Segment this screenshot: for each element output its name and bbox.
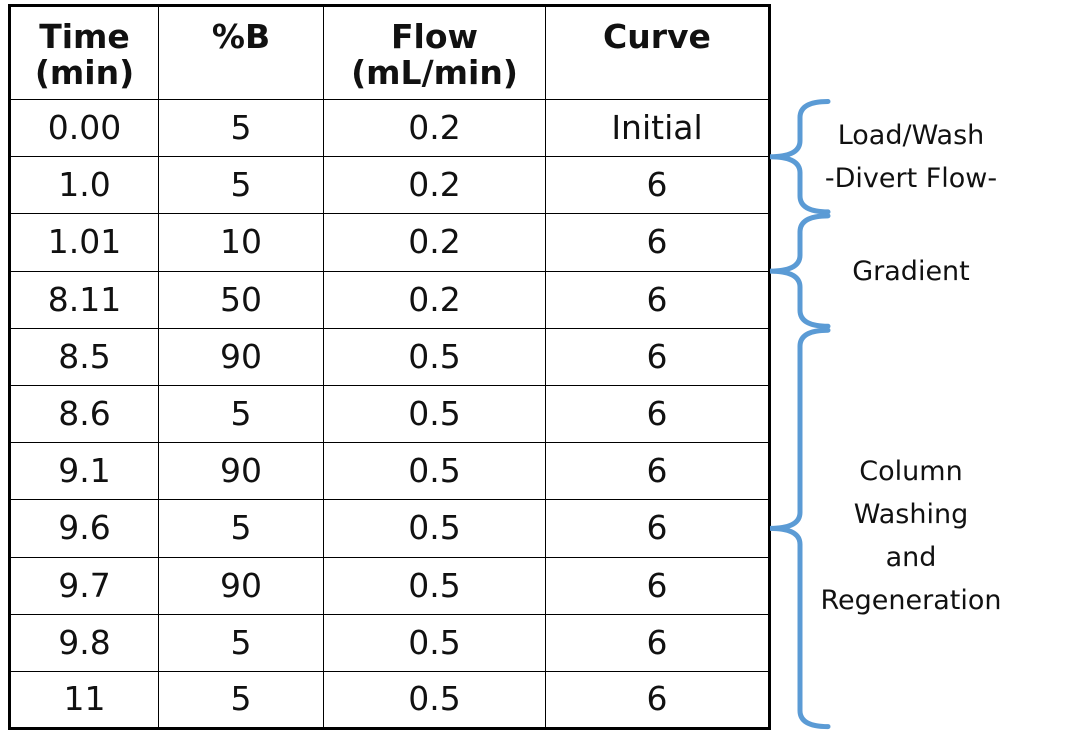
cell-flow: 0.5 <box>323 384 546 444</box>
table-row: 8.5 90 0.5 6 <box>9 327 770 386</box>
annotation-label-2: Column Washing and Regeneration <box>821 450 1002 622</box>
cell-flow: 0.2 <box>323 270 546 329</box>
annotation-label-0: Load/Wash -Divert Flow- <box>825 114 997 200</box>
table-row: 9.7 90 0.5 6 <box>9 556 770 615</box>
brace-1 <box>769 213 831 329</box>
annotation-line: Washing <box>853 499 969 531</box>
annotation-line: and <box>885 542 937 574</box>
cell-curve: Initial <box>545 98 770 158</box>
cell-flow: 0.5 <box>323 613 546 672</box>
annotation-line: Gradient <box>852 255 970 287</box>
table-row: 9.1 90 0.5 6 <box>9 442 770 501</box>
cell-time: 9.8 <box>9 613 159 672</box>
cell-percent-b: 5 <box>158 613 324 672</box>
cell-percent-b: 5 <box>158 670 324 730</box>
cell-percent-b: 90 <box>158 556 324 615</box>
table-row: 9.8 5 0.5 6 <box>9 613 770 672</box>
cell-time: 11 <box>9 670 159 730</box>
cell-curve: 6 <box>545 156 770 215</box>
cell-curve: 6 <box>545 442 770 501</box>
cell-flow: 0.2 <box>323 213 546 272</box>
annotation-line: -Divert Flow- <box>824 162 998 194</box>
header-time: Time (min) <box>9 5 159 100</box>
table-row: 8.6 5 0.5 6 <box>9 384 770 444</box>
cell-time: 8.11 <box>9 270 159 329</box>
cell-time: 9.7 <box>9 556 159 615</box>
cell-flow: 0.5 <box>323 442 546 501</box>
cell-curve: 6 <box>545 556 770 615</box>
annotation-label-1: Gradient <box>852 250 970 293</box>
cell-curve: 6 <box>545 327 770 386</box>
cell-percent-b: 90 <box>158 327 324 386</box>
cell-percent-b: 90 <box>158 442 324 501</box>
cell-flow: 0.5 <box>323 670 546 730</box>
table-row: 1.01 10 0.2 6 <box>9 213 770 272</box>
cell-time: 1.0 <box>9 156 159 215</box>
annotation-line: Regeneration <box>820 585 1002 617</box>
cell-percent-b: 5 <box>158 156 324 215</box>
brace-0 <box>769 99 831 215</box>
annotation-line: Load/Wash <box>837 119 985 151</box>
cell-time: 9.6 <box>9 499 159 558</box>
table-row: 1.0 5 0.2 6 <box>9 156 770 215</box>
cell-curve: 6 <box>545 670 770 730</box>
table-row: 11 5 0.5 6 <box>9 670 770 730</box>
table-row: 0.00 5 0.2 Initial <box>9 98 770 158</box>
cell-flow: 0.5 <box>323 499 546 558</box>
cell-percent-b: 10 <box>158 213 324 272</box>
cell-time: 8.6 <box>9 384 159 444</box>
cell-curve: 6 <box>545 613 770 672</box>
cell-percent-b: 5 <box>158 384 324 444</box>
cell-flow: 0.5 <box>323 327 546 386</box>
cell-time: 0.00 <box>9 98 159 158</box>
cell-percent-b: 50 <box>158 270 324 329</box>
gradient-table: Time (min) %B Flow (mL/min) Curve 0.00 5 0… <box>8 4 771 731</box>
cell-time: 8.5 <box>9 327 159 386</box>
cell-curve: 6 <box>545 499 770 558</box>
cell-percent-b: 5 <box>158 499 324 558</box>
brace-2 <box>769 327 831 730</box>
cell-flow: 0.2 <box>323 156 546 215</box>
cell-curve: 6 <box>545 213 770 272</box>
annotation-line: Column <box>859 456 963 488</box>
header-flow: Flow (mL/min) <box>323 5 546 100</box>
table-row: 9.6 5 0.5 6 <box>9 499 770 558</box>
cell-time: 1.01 <box>9 213 159 272</box>
cell-time: 9.1 <box>9 442 159 501</box>
